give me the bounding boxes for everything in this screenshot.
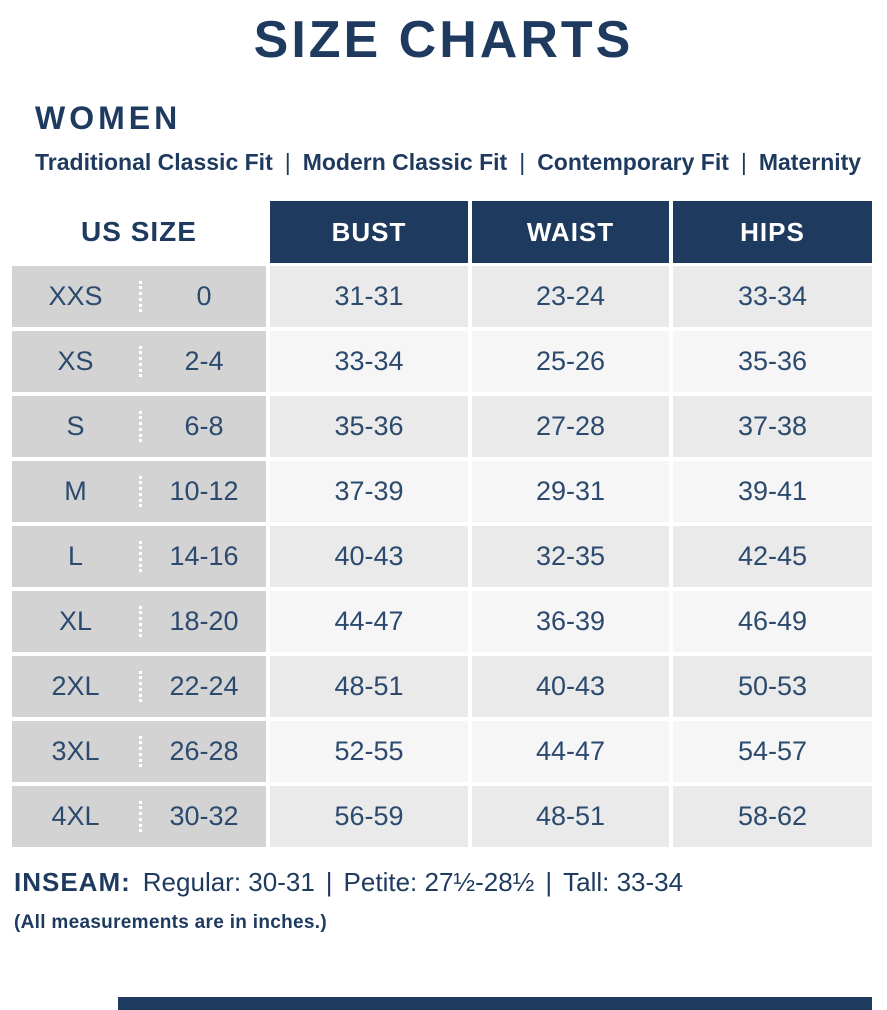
column-header-hips: HIPS (673, 201, 872, 263)
us-size-cell: 0 (139, 281, 266, 312)
us-size-cell: 10-12 (139, 476, 266, 507)
bust-cell: 56-59 (270, 786, 468, 847)
hips-cell: 42-45 (673, 526, 872, 587)
hips-cell: 58-62 (673, 786, 872, 847)
hips-cell: 39-41 (673, 461, 872, 522)
bust-cell: 44-47 (270, 591, 468, 652)
bust-cell: 31-31 (270, 266, 468, 327)
bust-cell: 48-51 (270, 656, 468, 717)
inseam-line: INSEAM: Regular: 30-31 | Petite: 27½-28½ | Ta… (14, 867, 887, 898)
bust-cell: 35-36 (270, 396, 468, 457)
size-cell: 4XL (51, 801, 100, 831)
size-cell: 2XL (51, 671, 100, 701)
us-size-cell: 6-8 (139, 411, 266, 442)
waist-cell: 48-51 (472, 786, 669, 847)
inseam-petite: Petite: 27½-28½ (343, 867, 535, 897)
us-size-cell: 18-20 (139, 606, 266, 637)
waist-cell: 40-43 (472, 656, 669, 717)
waist-cell: 25-26 (472, 331, 669, 392)
table-row-4xl: 4XL 30-32 56-59 48-51 58-62 (12, 786, 872, 847)
size-cell: M (64, 476, 87, 506)
size-cell: S (66, 411, 85, 441)
size-cell: XS (57, 346, 94, 376)
table-row-2xl: 2XL 22-24 48-51 40-43 50-53 (12, 656, 872, 717)
us-size-cell: 14-16 (139, 541, 266, 572)
table-row-l: L 14-16 40-43 32-35 42-45 (12, 526, 872, 587)
section-heading-women: WOMEN (35, 100, 182, 136)
size-cells: XS 2-4 (12, 331, 266, 392)
size-cells: M 10-12 (12, 461, 266, 522)
inseam-label: INSEAM: (14, 867, 131, 897)
waist-cell: 44-47 (472, 721, 669, 782)
waist-cell: 23-24 (472, 266, 669, 327)
column-header-waist: WAIST (472, 201, 669, 263)
table-header-row: US SIZE BUST WAIST HIPS (12, 201, 872, 263)
women-size-table: US SIZE BUST WAIST HIPS XXS 0 31-31 23-2… (12, 201, 872, 847)
waist-cell: 27-28 (472, 396, 669, 457)
bust-cell: 52-55 (270, 721, 468, 782)
cut-off-next-table-header (118, 997, 872, 1010)
size-cells: XL 18-20 (12, 591, 266, 652)
size-cells: S 6-8 (12, 396, 266, 457)
measurement-note: (All measurements are in inches.) (14, 912, 327, 933)
table-row-s: S 6-8 35-36 27-28 37-38 (12, 396, 872, 457)
size-cells: 2XL 22-24 (12, 656, 266, 717)
bust-cell: 33-34 (270, 331, 468, 392)
column-header-bust: BUST (270, 201, 468, 263)
corner-header-us-size: US SIZE (12, 201, 266, 263)
hips-cell: 46-49 (673, 591, 872, 652)
fit-separator: | (519, 149, 526, 175)
inseam-separator: | (545, 867, 553, 897)
table-row-m: M 10-12 37-39 29-31 39-41 (12, 461, 872, 522)
size-cells: XXS 0 (12, 266, 266, 327)
inseam-tall: Tall: 33-34 (563, 867, 684, 897)
table-row-3xl: 3XL 26-28 52-55 44-47 54-57 (12, 721, 872, 782)
bust-cell: 40-43 (270, 526, 468, 587)
fit-separator: | (284, 149, 291, 175)
hips-cell: 50-53 (673, 656, 872, 717)
hips-cell: 33-34 (673, 266, 872, 327)
inseam-separator: | (325, 867, 333, 897)
us-size-cell: 26-28 (139, 736, 266, 767)
size-cell: XL (58, 606, 93, 636)
waist-cell: 32-35 (472, 526, 669, 587)
fit-type-maternity: Maternity (758, 149, 862, 175)
fit-type-modern-classic: Modern Classic Fit (302, 149, 508, 175)
size-cell: L (67, 541, 84, 571)
hips-cell: 54-57 (673, 721, 872, 782)
size-cell: 3XL (51, 736, 100, 766)
fit-type-traditional-classic: Traditional Classic Fit (35, 149, 273, 175)
size-cells: 4XL 30-32 (12, 786, 266, 847)
fit-type-contemporary: Contemporary Fit (537, 149, 729, 175)
fit-separator: | (740, 149, 747, 175)
us-size-cell: 30-32 (139, 801, 266, 832)
us-size-cell: 22-24 (139, 671, 266, 702)
hips-cell: 37-38 (673, 396, 872, 457)
waist-cell: 36-39 (472, 591, 669, 652)
size-cells: L 14-16 (12, 526, 266, 587)
waist-cell: 29-31 (472, 461, 669, 522)
hips-cell: 35-36 (673, 331, 872, 392)
size-cells: 3XL 26-28 (12, 721, 266, 782)
us-size-cell: 2-4 (139, 346, 266, 377)
table-row-xl: XL 18-20 44-47 36-39 46-49 (12, 591, 872, 652)
table-row-xxs: XXS 0 31-31 23-24 33-34 (12, 266, 872, 327)
page-title: SIZE CHARTS (253, 11, 634, 69)
bust-cell: 37-39 (270, 461, 468, 522)
inseam-regular: Regular: 30-31 (142, 867, 315, 897)
fit-types-line: Traditional Classic Fit | Modern Classic F… (35, 149, 887, 176)
table-row-xs: XS 2-4 33-34 25-26 35-36 (12, 331, 872, 392)
size-cell: XXS (48, 281, 103, 311)
